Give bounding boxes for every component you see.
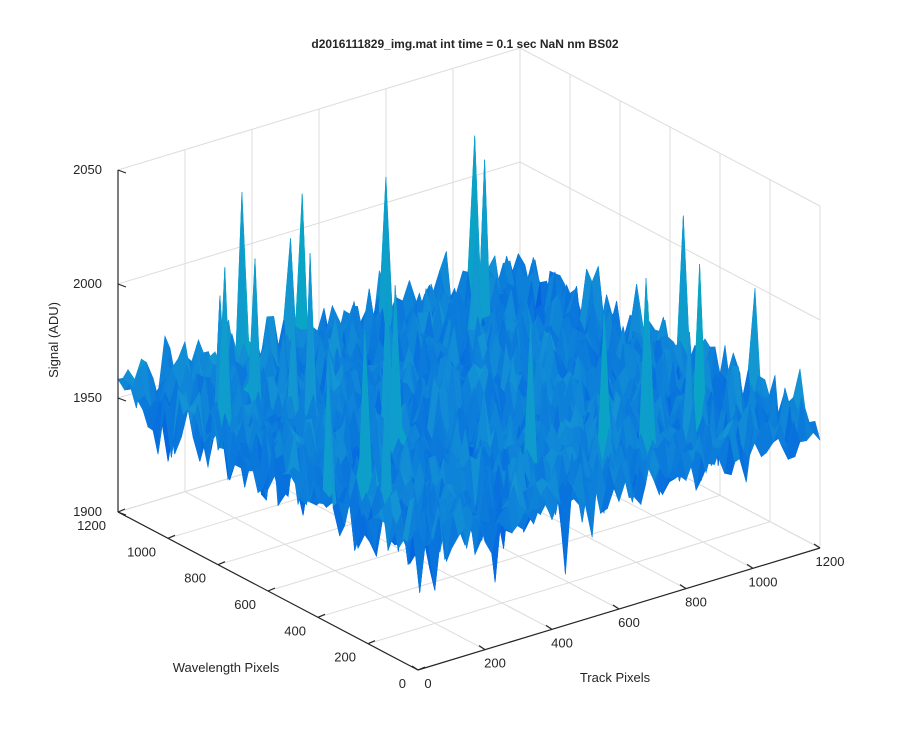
grid-line-z [117,47,821,207]
surface [117,135,821,593]
grid-line-z [117,161,821,321]
x-tick-mark [746,563,754,569]
x-tick-mark [813,543,821,549]
x-tick-mark [612,604,620,610]
x-tick-label: 1000 [749,574,778,589]
y-tick-label: 200 [334,650,356,665]
z-axis-label: Signal (ADU) [46,302,61,378]
x-tick-mark [679,584,687,590]
x-tick-label: 400 [551,635,573,650]
y-tick-mark [167,534,176,539]
z-tick-label: 1950 [73,390,102,405]
z-tick-mark [117,397,127,402]
x-tick-label: 200 [484,656,506,671]
y-tick-mark [367,640,376,645]
z-tick-label: 2000 [73,276,102,291]
y-tick-label: 1000 [127,544,156,559]
z-tick-label: 2050 [73,162,102,177]
y-tick-label: 800 [184,571,206,586]
chart-title: d2016111829_img.mat int time = 0.1 sec N… [311,37,618,51]
y-tick-label: 0 [399,676,406,691]
x-tick-label: 800 [685,595,707,610]
y-axis-label: Wavelength Pixels [173,660,280,675]
x-tick-label: 1200 [816,554,845,569]
y-tick-mark [267,587,276,592]
x-tick-mark [545,624,553,630]
z-tick-mark [117,511,127,516]
y-tick-label: 600 [234,597,256,612]
tick-labels: 0 200 400 600 800 1000 1200 0 200 400 600 800 1000 12… [73,162,844,691]
y-tick-label: 1200 [77,518,106,533]
y-tick-mark [117,508,126,513]
y-tick-label: 400 [284,623,306,638]
z-tick-mark [117,169,127,174]
x-tick-mark [478,645,486,651]
x-tick-label: 0 [424,676,431,691]
x-axis-label: Track Pixels [580,670,651,685]
y-tick-mark [217,561,226,566]
x-tick-mark [411,665,419,671]
y-tick-mark [317,613,326,618]
x-tick-label: 600 [618,615,640,630]
z-tick-mark [117,283,127,288]
surface-cell [412,529,426,593]
axes-lines [117,169,821,671]
y-tick-mark [417,666,426,671]
z-tick-label: 1900 [73,504,102,519]
